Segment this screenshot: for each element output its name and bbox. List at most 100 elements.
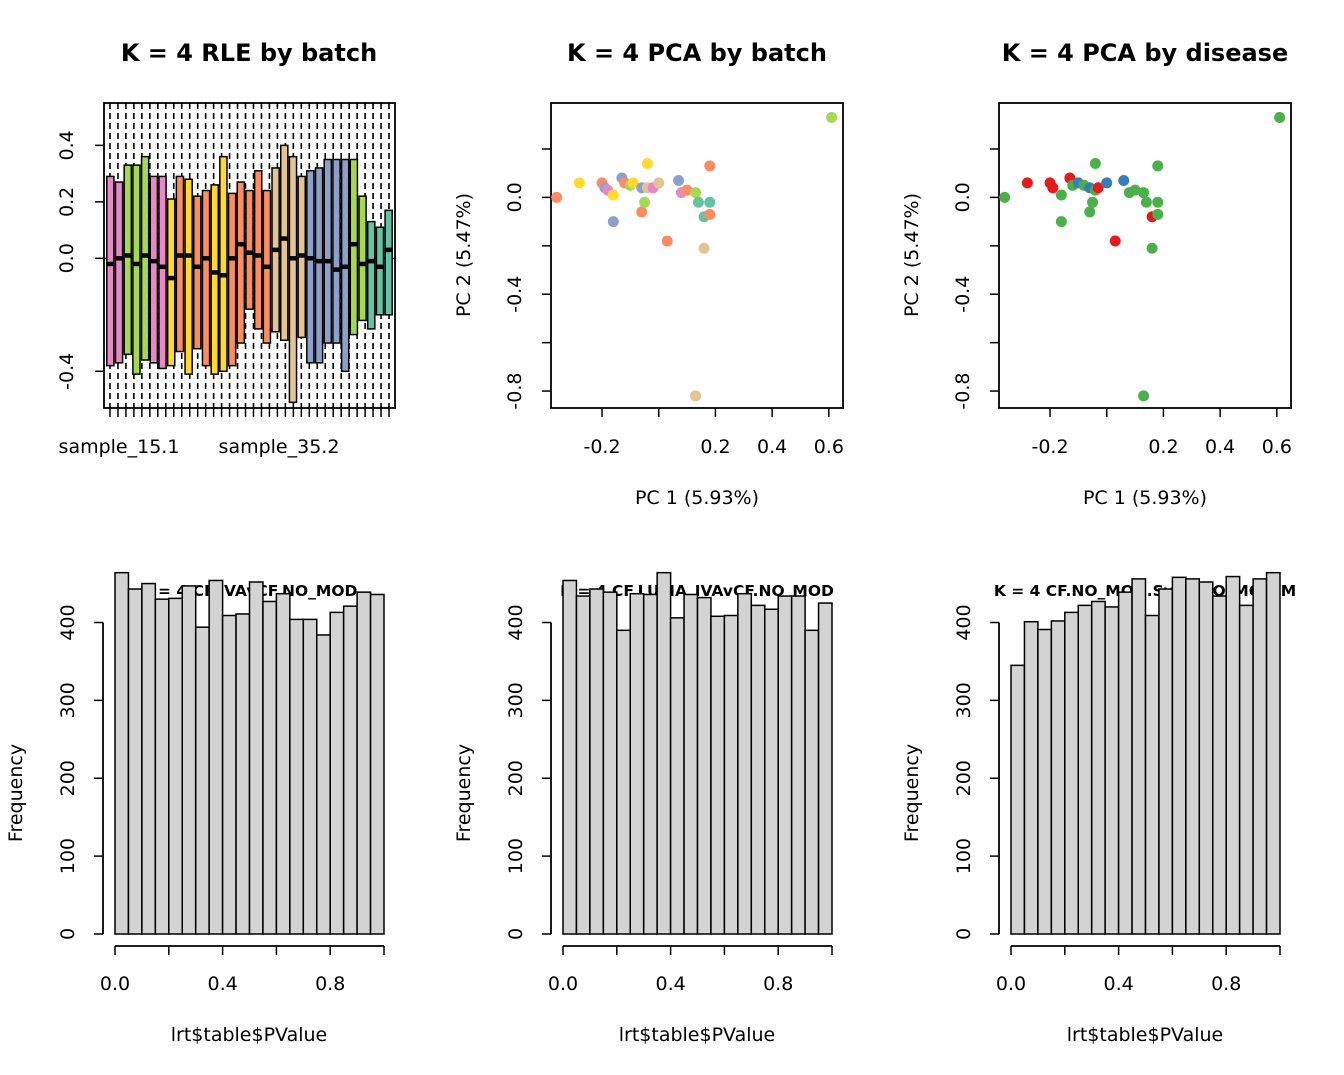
y-tick-label: 0 xyxy=(505,928,527,940)
pca-point xyxy=(698,242,710,254)
histogram-bar xyxy=(1131,578,1147,935)
histogram-bar xyxy=(1104,606,1120,935)
rle-box xyxy=(114,181,124,364)
y-tick-label: -0.4 xyxy=(56,353,78,390)
histogram-bar xyxy=(790,595,806,935)
histogram-bar xyxy=(817,602,833,935)
histogram-bar xyxy=(369,593,385,935)
y-tick-label: 300 xyxy=(953,682,975,718)
y-tick-label: 400 xyxy=(505,604,527,640)
pca-point xyxy=(1087,196,1099,208)
pca-point xyxy=(704,196,716,208)
x-tick-label: 0.0 xyxy=(996,973,1026,995)
histogram-bar xyxy=(208,579,224,935)
histogram-2-title: K = 4 CF.LUMA_IVAvCF.NO_MOD xyxy=(560,582,834,600)
y-tick-label: 100 xyxy=(953,838,975,874)
pca-batch-title: K = 4 PCA by batch xyxy=(567,39,827,67)
rle-box xyxy=(253,170,263,330)
rle-box xyxy=(219,155,228,373)
histogram-bar xyxy=(168,597,184,935)
y-tick-label: 0.0 xyxy=(56,243,78,273)
rle-box xyxy=(288,155,298,404)
histogram-bar xyxy=(669,617,685,935)
y-tick-label: 100 xyxy=(505,838,527,874)
y-tick-label: -0.4 xyxy=(504,276,526,313)
rle-box xyxy=(210,184,220,375)
histogram-bar xyxy=(1117,591,1133,935)
histogram-bar xyxy=(616,629,631,935)
pca-batch-ylabel: PC 2 (5.47%) xyxy=(453,193,475,317)
rle-plot-area: -0.4 0.0 0.2 0.4 sample_15.1 sample_35.2 xyxy=(56,102,396,458)
histogram-bar xyxy=(221,614,237,935)
rle-box xyxy=(349,158,359,336)
pca-point xyxy=(692,196,704,208)
pca-batch-plot-area: -0.2 0.2 0.4 0.6 -0.8 -0.4 0.0 xyxy=(504,102,844,458)
x-tick-label: sample_35.2 xyxy=(219,436,340,458)
x-tick-label: 0.6 xyxy=(1262,436,1292,458)
rle-box xyxy=(375,226,385,316)
pca-point xyxy=(999,191,1011,203)
x-tick-label: 0.8 xyxy=(315,973,345,995)
histogram-bar xyxy=(656,571,672,935)
histogram-bar xyxy=(114,571,130,935)
pca-point xyxy=(1092,182,1104,194)
y-tick-label: 300 xyxy=(57,682,79,718)
x-tick-label: 0.8 xyxy=(763,973,793,995)
rle-box xyxy=(184,178,193,375)
pca-point xyxy=(1101,177,1113,189)
rle-box xyxy=(166,198,176,367)
plot-frame xyxy=(103,102,396,409)
x-tick-label: 0.4 xyxy=(1205,436,1235,458)
histogram-bar xyxy=(1144,614,1160,935)
histogram-bar xyxy=(1037,628,1053,935)
pca-point xyxy=(1055,216,1067,228)
histogram-bar xyxy=(737,592,753,935)
rle-box xyxy=(175,175,185,353)
pca-point xyxy=(641,158,653,170)
histogram-bar xyxy=(342,605,358,935)
histogram-bar xyxy=(589,588,605,935)
pca-point xyxy=(1055,189,1067,201)
pca-point xyxy=(1274,112,1286,124)
histogram-bar xyxy=(683,593,699,935)
pca-point xyxy=(690,390,702,402)
x-tick-label: 0.4 xyxy=(655,973,685,995)
rle-box xyxy=(158,175,167,370)
histogram-bar xyxy=(316,634,331,935)
pca-point xyxy=(1109,235,1121,247)
histogram-bar xyxy=(1158,588,1174,935)
histogram-bar xyxy=(1023,620,1039,935)
histogram-3-ylabel: Frequency xyxy=(901,744,923,842)
pca-disease-ylabel: PC 2 (5.47%) xyxy=(901,193,923,317)
rle-box xyxy=(279,144,289,341)
pca-point xyxy=(1138,187,1150,199)
y-tick-label: 0.0 xyxy=(504,182,526,212)
y-tick-label: 0 xyxy=(953,928,975,940)
pca-point xyxy=(627,177,639,189)
histogram-bar xyxy=(1252,578,1268,935)
histogram-bar xyxy=(1185,578,1201,935)
rle-box xyxy=(323,158,333,344)
pca-disease-panel: K = 4 PCA by disease PC 1 (5.93%) PC 2 (… xyxy=(901,39,1292,509)
pca-point xyxy=(1140,196,1152,208)
rle-box xyxy=(140,155,150,361)
pca-point xyxy=(1047,182,1059,194)
pca-point xyxy=(704,160,716,172)
pca-point xyxy=(551,191,563,203)
histogram-bar xyxy=(181,585,197,935)
histogram-bar xyxy=(275,592,291,935)
pca-point xyxy=(1084,206,1096,218)
histogram-bar xyxy=(302,618,318,935)
rle-boxplot-panel: K = 4 RLE by batch -0.4 0.0 0.2 0.4 sample_1… xyxy=(56,39,396,458)
x-tick-label: -0.2 xyxy=(1031,436,1068,458)
histogram-bar xyxy=(1064,611,1080,935)
pca-point xyxy=(1021,177,1033,189)
pca-disease-title: K = 4 PCA by disease xyxy=(1002,39,1289,67)
rle-box xyxy=(236,181,246,344)
x-tick-label: 0.0 xyxy=(100,973,130,995)
y-tick-label: -0.8 xyxy=(952,373,974,410)
histogram-bar xyxy=(629,592,645,935)
pca-point xyxy=(1118,174,1130,186)
pca-point xyxy=(1152,160,1164,172)
x-tick-label: 0.4 xyxy=(207,973,237,995)
